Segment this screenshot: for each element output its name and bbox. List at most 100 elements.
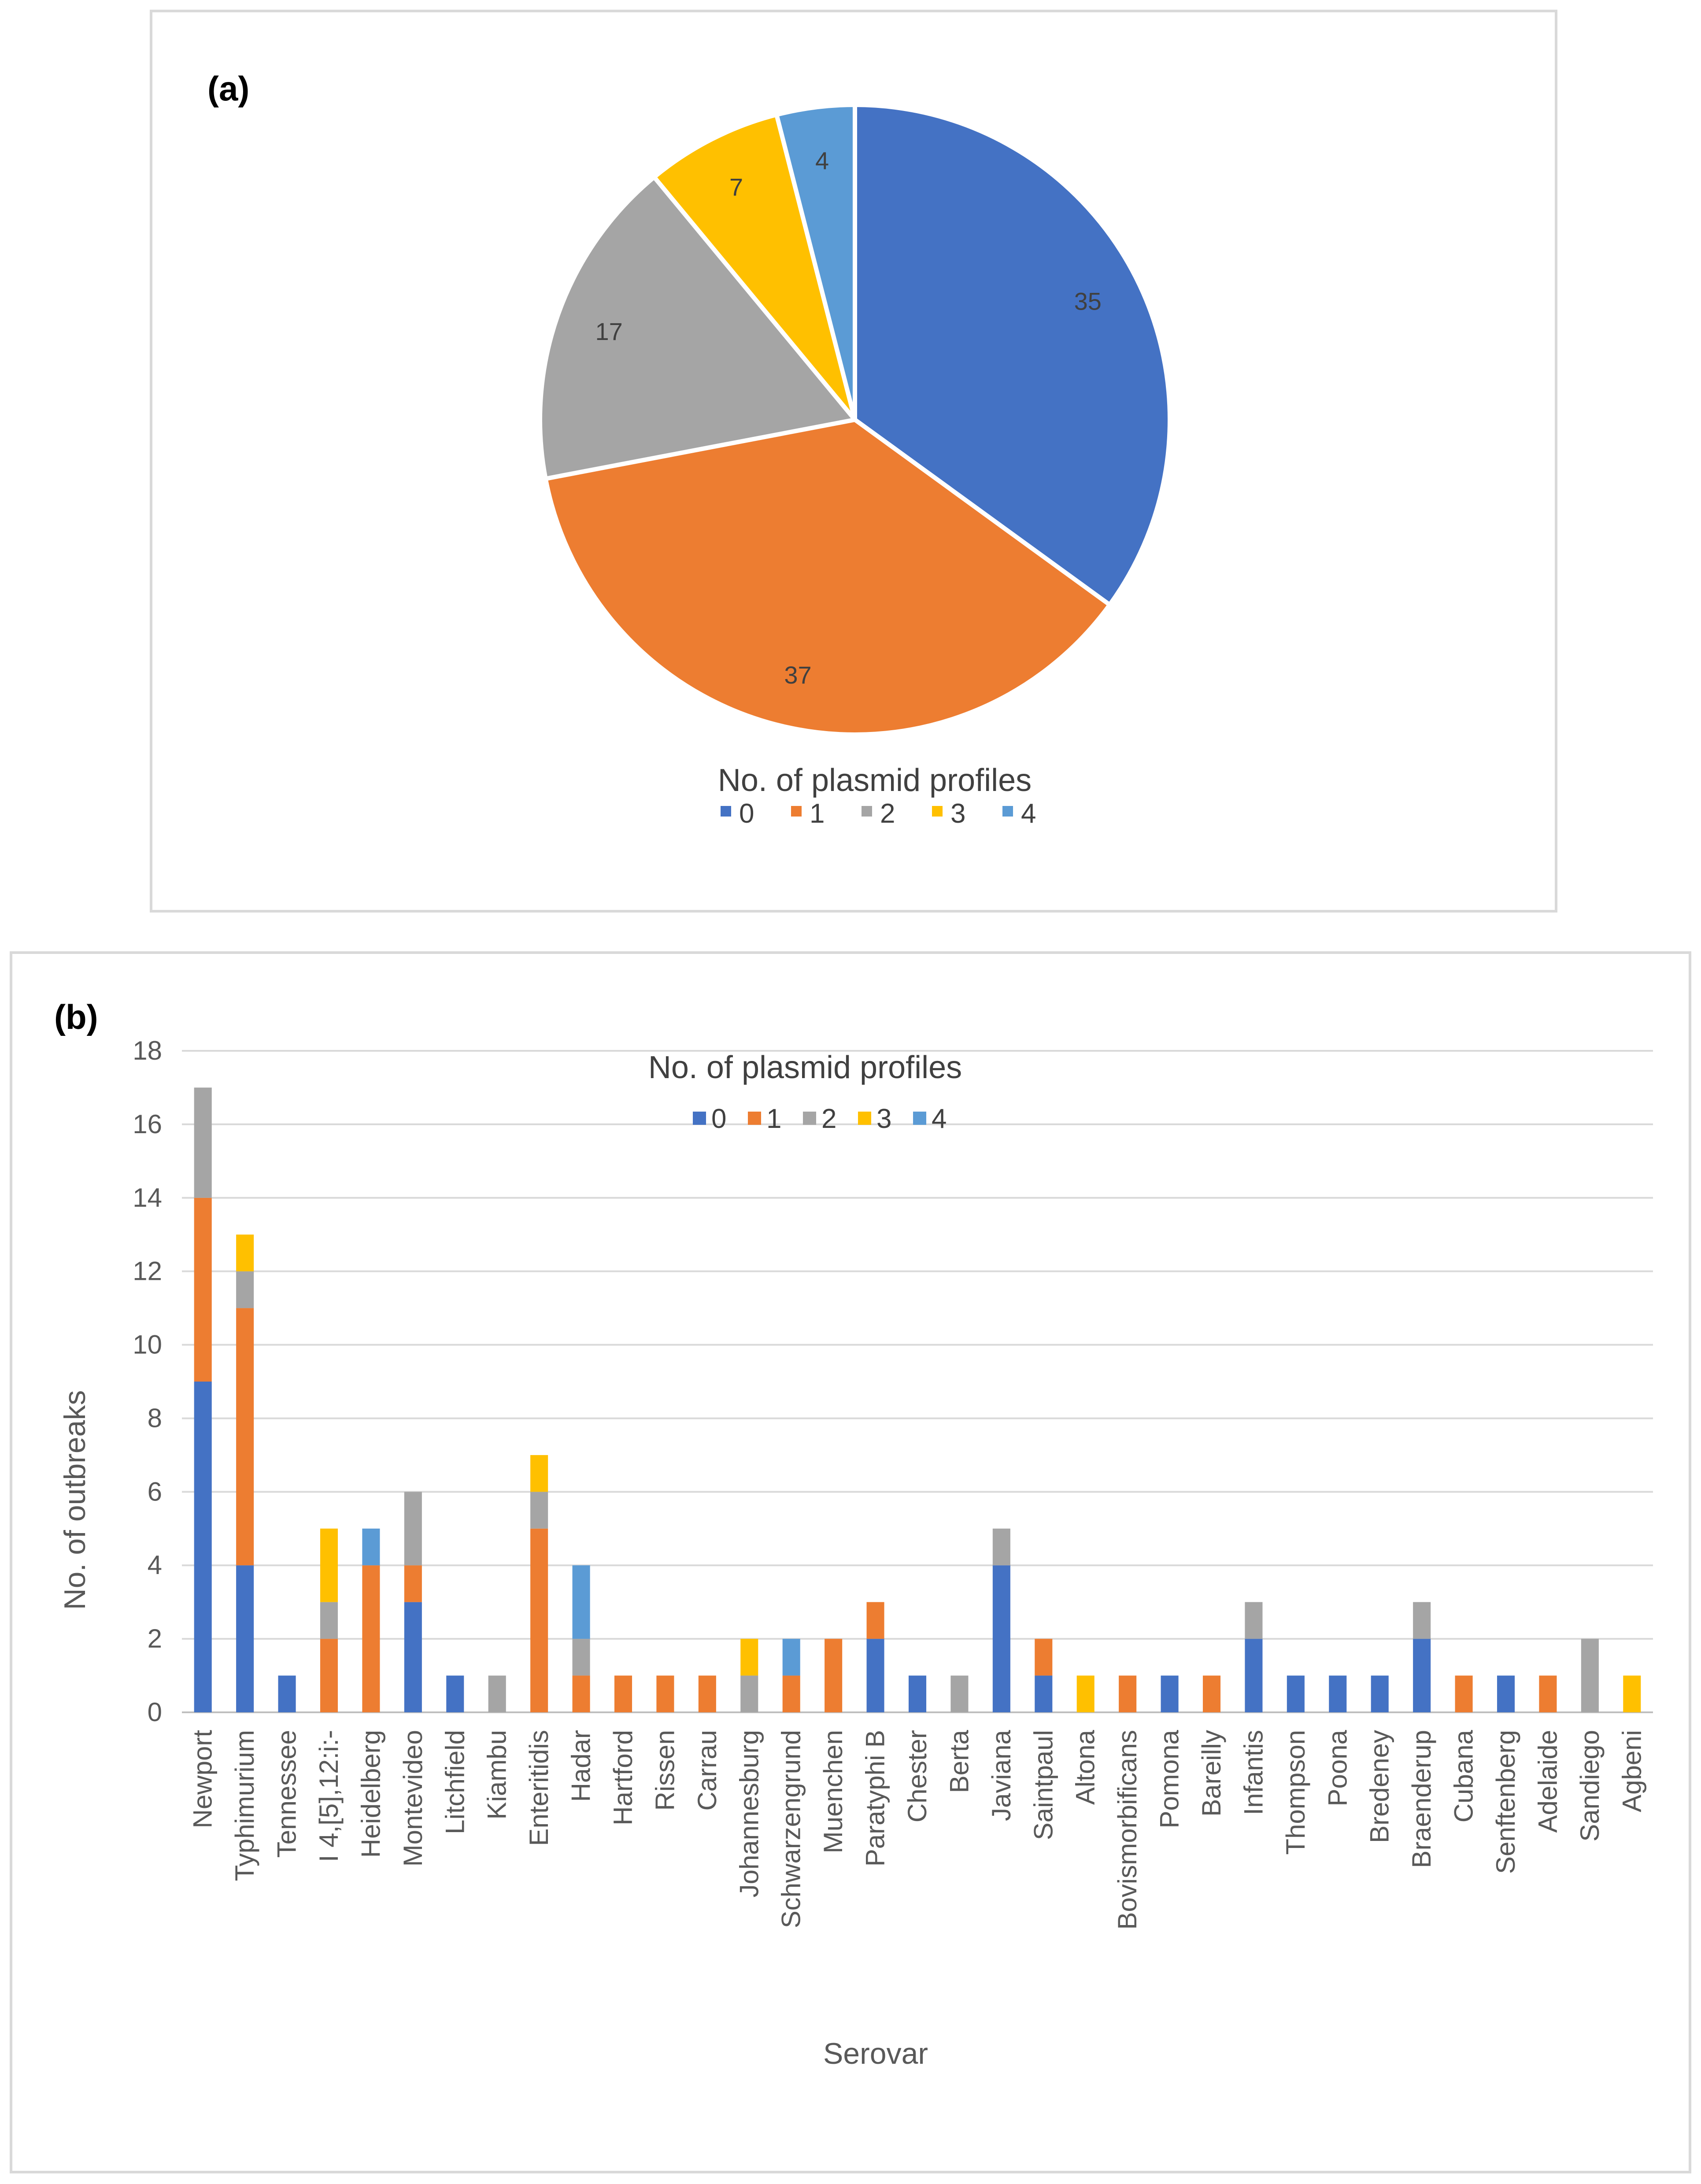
bar-segment-2-series-0	[236, 1565, 254, 1712]
pie-slice-3	[651, 112, 857, 421]
bar-segment-9-series-3	[530, 1455, 548, 1492]
bar-segment-6-series-1	[404, 1565, 422, 1602]
bar-segment-12-series-1	[656, 1675, 674, 1712]
bar-legend-title: No. of plasmid profiles	[648, 1050, 962, 1085]
x-tick-label-14: Johannesburg	[734, 1730, 764, 1897]
x-tick-label-6: Montevideo	[398, 1730, 428, 1866]
x-tick-label-30: Braenderup	[1407, 1730, 1436, 1868]
pie-slice-0	[853, 102, 1172, 608]
x-tick-label-11: Hartford	[608, 1730, 638, 1826]
bar-segment-6-series-0	[404, 1602, 422, 1712]
bar-segment-23-series-1	[1119, 1675, 1137, 1712]
x-tick-label-13: Carrau	[692, 1730, 722, 1811]
bar-segment-9-series-1	[530, 1528, 548, 1712]
bar-segment-34-series-2	[1581, 1639, 1599, 1712]
bar-segment-20-series-0	[992, 1565, 1010, 1712]
x-tick-label-15: Schwarzengrund	[777, 1730, 806, 1928]
bar-segment-3-series-0	[278, 1675, 296, 1712]
bar-segment-1-series-2	[194, 1087, 212, 1198]
pie-chart: (a) 35 37 17 7 4 No. of plasmid profiles 0 1 2…	[207, 69, 1172, 829]
x-tick-label-9: Enteritidis	[524, 1730, 554, 1846]
bar-segment-14-series-3	[740, 1639, 758, 1676]
x-tick-label-32: Senftenberg	[1491, 1730, 1520, 1874]
x-tick-label-3: Tennessee	[272, 1730, 302, 1858]
bar-segment-15-series-1	[782, 1675, 800, 1712]
y-axis-title: No. of outbreaks	[58, 1390, 92, 1610]
pie-legend-title: No. of plasmid profiles	[718, 763, 1032, 798]
pie-legend-label-2: 2	[880, 798, 895, 829]
bar-legend-swatch-1	[748, 1112, 761, 1125]
y-tick-label-6: 6	[148, 1477, 162, 1506]
bar-segment-5-series-1	[362, 1565, 380, 1712]
bar-segment-19-series-2	[950, 1675, 969, 1712]
x-tick-label-12: Rissen	[650, 1730, 680, 1811]
pie-legend-label-1: 1	[810, 798, 825, 829]
bar-segment-11-series-1	[614, 1675, 632, 1712]
x-tick-label-28: Poona	[1323, 1729, 1352, 1806]
x-tick-label-31: Cubana	[1449, 1729, 1479, 1822]
pie-legend-label-4: 4	[1021, 798, 1036, 829]
bar-segment-17-series-0	[866, 1639, 884, 1712]
x-tick-label-4: I 4,[5],12:i:-	[314, 1730, 344, 1862]
bar-segment-2-series-1	[236, 1308, 254, 1566]
pie-legend-swatch-3	[932, 806, 943, 817]
bar-legend-label-4: 4	[932, 1104, 947, 1134]
y-tick-label-0: 0	[148, 1697, 162, 1727]
x-tick-label-21: Saintpaul	[1028, 1730, 1058, 1840]
x-tick-label-5: Heidelberg	[356, 1730, 385, 1858]
bar-segment-6-series-2	[404, 1492, 422, 1566]
x-tick-label-23: Bovismorbificans	[1113, 1730, 1142, 1930]
bar-segment-16-series-1	[825, 1639, 843, 1712]
bar-segment-4-series-2	[320, 1602, 338, 1639]
bar-segment-28-series-0	[1329, 1675, 1347, 1712]
pie-slice-4	[774, 102, 857, 421]
x-tick-label-34: Sandiego	[1575, 1730, 1605, 1842]
bar-segment-15-series-4	[782, 1639, 800, 1676]
y-tick-label-4: 4	[148, 1550, 162, 1580]
pie-chart-panel: (a) 35 37 17 7 4 No. of plasmid profiles 0 1 2…	[150, 10, 1557, 913]
bar-segment-2-series-3	[236, 1234, 254, 1271]
bar-segment-7-series-0	[446, 1675, 464, 1712]
bar-legend-swatch-2	[803, 1112, 816, 1125]
y-tick-label-16: 16	[133, 1109, 162, 1139]
pie-data-label-3: 7	[729, 173, 743, 201]
x-tick-label-25: Bareilly	[1197, 1730, 1226, 1817]
bar-chart-panel: (b) 0 2 4 6 8 10 12 14 16 18 Newport Typhimurium Te…	[10, 951, 1691, 2173]
bar-segment-30-series-0	[1413, 1639, 1431, 1712]
pie-data-label-4: 4	[815, 147, 829, 174]
bar-segment-21-series-1	[1035, 1639, 1053, 1676]
x-tick-label-7: Litchfield	[440, 1730, 470, 1834]
bar-legend-swatch-4	[913, 1112, 926, 1125]
bar-segment-10-series-1	[572, 1675, 590, 1712]
x-tick-label-17: Paratyphi B	[861, 1730, 890, 1866]
bar-segment-20-series-2	[992, 1528, 1010, 1566]
pie-data-label-2: 17	[595, 318, 622, 345]
x-tick-label-29: Bredeney	[1365, 1730, 1394, 1843]
pie-data-label-0: 35	[1074, 288, 1102, 315]
bar-segment-29-series-0	[1371, 1675, 1389, 1712]
pie-legend-swatch-4	[1002, 806, 1013, 817]
bar-segment-5-series-4	[362, 1528, 380, 1566]
bar-segment-4-series-3	[320, 1528, 338, 1602]
pie-slice-2	[538, 174, 859, 481]
panel-label-a: (a)	[207, 69, 249, 108]
pie-legend-swatch-1	[791, 806, 802, 817]
bar-segment-9-series-2	[530, 1492, 548, 1529]
y-tick-label-8: 8	[148, 1403, 162, 1433]
panel-label-b: (b)	[54, 998, 98, 1036]
bar-segment-10-series-4	[572, 1565, 590, 1639]
bar-segment-27-series-0	[1287, 1675, 1305, 1712]
y-tick-label-14: 14	[133, 1183, 162, 1212]
x-tick-label-27: Thompson	[1281, 1730, 1310, 1855]
x-tick-label-20: Javiana	[987, 1729, 1016, 1821]
x-tick-label-8: Kiambu	[482, 1730, 512, 1819]
y-tick-label-18: 18	[133, 1036, 162, 1065]
bar-segment-4-series-1	[320, 1639, 338, 1712]
bar-legend-label-0: 0	[711, 1104, 726, 1134]
x-tick-label-35: Agbeni	[1617, 1730, 1646, 1812]
bar-legend-swatch-0	[693, 1112, 706, 1125]
pie-legend-label-0: 0	[739, 798, 754, 829]
bar-segment-8-series-2	[488, 1675, 506, 1712]
pie-legend-swatch-2	[862, 806, 872, 817]
